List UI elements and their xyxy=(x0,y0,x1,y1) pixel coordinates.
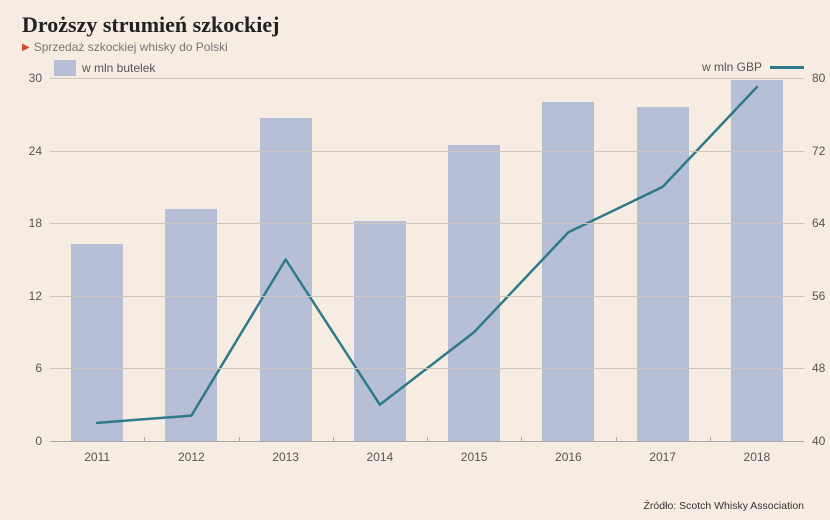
x-label: 2018 xyxy=(744,450,771,464)
chart-area: 0612182430404856647280 2011 2012 2013 2014 2… xyxy=(50,78,804,464)
y-left-label: 6 xyxy=(35,361,50,375)
y-left-label: 0 xyxy=(35,434,50,448)
line-series xyxy=(97,87,757,423)
x-tick xyxy=(333,437,334,442)
source-text: Źródło: Scotch Whisky Association xyxy=(644,500,804,512)
gridline xyxy=(50,151,804,152)
legend-right-label: w mln GBP xyxy=(702,60,762,74)
chart-title: Droższy strumień szkockiej xyxy=(22,12,279,38)
y-left-label: 24 xyxy=(29,144,50,158)
legend-left: w mln butelek xyxy=(54,60,155,76)
subtitle-marker-icon: ▶ xyxy=(22,42,30,53)
x-label: 2016 xyxy=(555,450,582,464)
gridline xyxy=(50,223,804,224)
y-left-label: 18 xyxy=(29,216,50,230)
y-right-label: 64 xyxy=(804,216,825,230)
x-label: 2017 xyxy=(649,450,676,464)
gridline xyxy=(50,78,804,79)
y-right-label: 72 xyxy=(804,144,825,158)
chart-subtitle: ▶ Sprzedaż szkockiej whisky do Polski xyxy=(22,40,228,54)
line-layer xyxy=(50,78,804,441)
x-tick xyxy=(710,437,711,442)
legend-right: w mln GBP xyxy=(702,60,804,74)
x-tick xyxy=(521,437,522,442)
y-left-label: 12 xyxy=(29,289,50,303)
x-label: 2011 xyxy=(84,450,110,464)
x-label: 2014 xyxy=(367,450,394,464)
x-label: 2015 xyxy=(461,450,488,464)
legend-left-label: w mln butelek xyxy=(82,61,155,75)
gridline xyxy=(50,368,804,369)
y-right-label: 40 xyxy=(804,434,825,448)
y-left-label: 30 xyxy=(29,71,50,85)
x-tick xyxy=(616,437,617,442)
x-tick xyxy=(144,437,145,442)
x-label: 2012 xyxy=(178,450,205,464)
y-right-label: 80 xyxy=(804,71,825,85)
x-tick xyxy=(427,437,428,442)
subtitle-text: Sprzedaż szkockiej whisky do Polski xyxy=(34,40,228,54)
y-right-label: 48 xyxy=(804,361,825,375)
line-swatch-icon xyxy=(770,66,804,69)
gridline xyxy=(50,296,804,297)
y-right-label: 56 xyxy=(804,289,825,303)
x-tick xyxy=(239,437,240,442)
bar-swatch-icon xyxy=(54,60,76,76)
x-label: 2013 xyxy=(272,450,299,464)
plot-region: 0612182430404856647280 xyxy=(50,78,804,442)
